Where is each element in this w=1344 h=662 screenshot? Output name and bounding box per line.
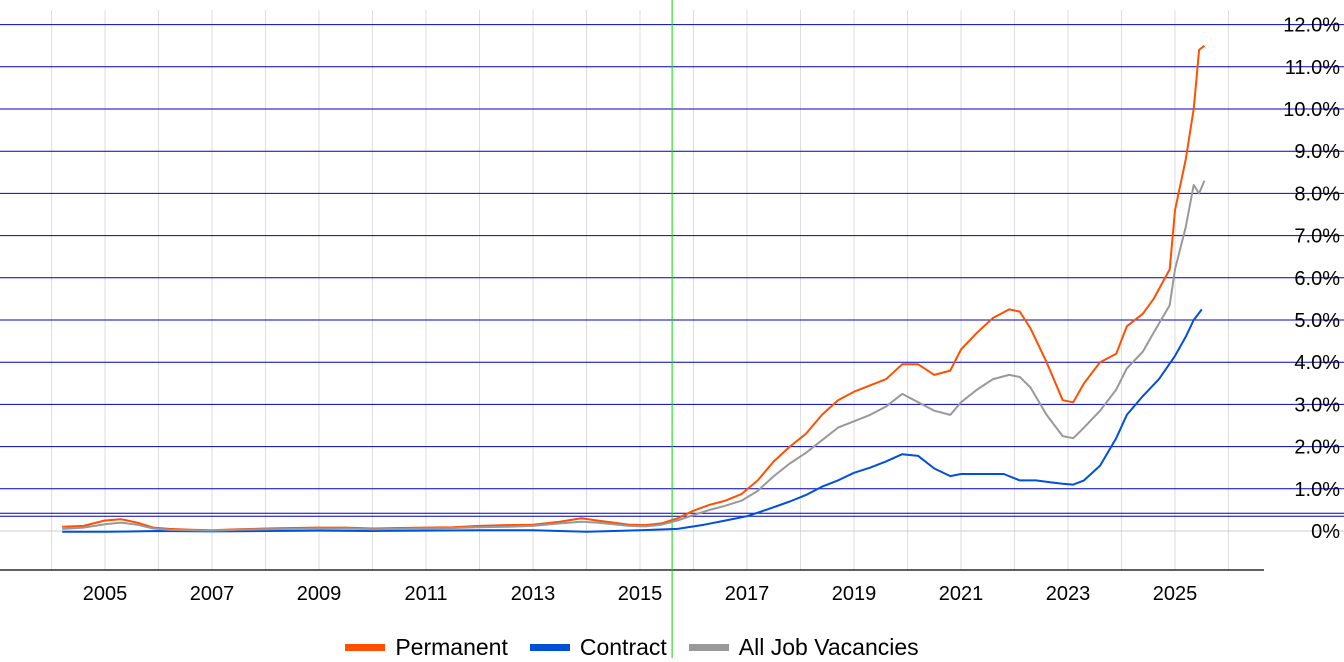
x-tick-label: 2021 <box>939 583 984 605</box>
legend: Permanent Contract All Job Vacancies <box>0 632 1264 662</box>
legend-item: Contract <box>529 633 667 661</box>
legend-label: Permanent <box>395 633 508 660</box>
legend-label: All Job Vacancies <box>738 633 919 660</box>
series-lines <box>62 44 1206 533</box>
x-tick-label: 2007 <box>190 583 235 605</box>
y-tick-label: 6.0% <box>1294 268 1340 290</box>
legend-label: Contract <box>579 633 667 660</box>
x-tick-label: 2013 <box>511 583 556 605</box>
x-tick-label: 2009 <box>297 583 342 605</box>
y-tick-label: 12.0% <box>1283 15 1340 37</box>
x-tick-label: 2017 <box>725 583 770 605</box>
x-tick-label: 2023 <box>1046 583 1091 605</box>
x-tick-label: 2005 <box>83 583 128 605</box>
y-tick-label: 5.0% <box>1294 310 1340 332</box>
x-tick-label: 2015 <box>618 583 663 605</box>
y-tick-label: 10.0% <box>1283 99 1340 121</box>
series-line-contract <box>62 308 1203 533</box>
x-tick-labels: 2005 2007 2009 2011 2013 2015 2017 2019 2021 2023… <box>83 583 1198 605</box>
vertical-gridlines <box>51 10 1229 570</box>
y-tick-label: 7.0% <box>1294 226 1340 248</box>
legend-item: All Job Vacancies <box>688 633 919 661</box>
legend-swatch <box>529 643 570 651</box>
y-tick-label: 2.0% <box>1294 437 1340 459</box>
y-tick-labels: 0% 1.0% 2.0% 3.0% 4.0% 5.0% 6.0% 7.0% 8.0% 9.0% 10… <box>1283 15 1340 543</box>
y-tick-label: 3.0% <box>1294 394 1340 416</box>
series-line-permanent <box>62 44 1206 532</box>
y-tick-label: 9.0% <box>1294 141 1340 163</box>
x-tick-label: 2025 <box>1153 583 1198 605</box>
series-line-all-job-vacancies <box>62 180 1206 532</box>
y-tick-label: 4.0% <box>1294 352 1340 374</box>
y-tick-label: 1.0% <box>1294 479 1340 501</box>
y-tick-label: 0% <box>1311 521 1340 543</box>
legend-swatch <box>345 643 386 651</box>
y-tick-label: 11.0% <box>1285 57 1340 79</box>
legend-swatch <box>688 643 729 651</box>
x-tick-label: 2011 <box>404 583 447 605</box>
legend-item: Permanent <box>345 634 508 661</box>
x-tick-label: 2019 <box>832 583 877 605</box>
y-tick-label: 8.0% <box>1294 183 1340 205</box>
